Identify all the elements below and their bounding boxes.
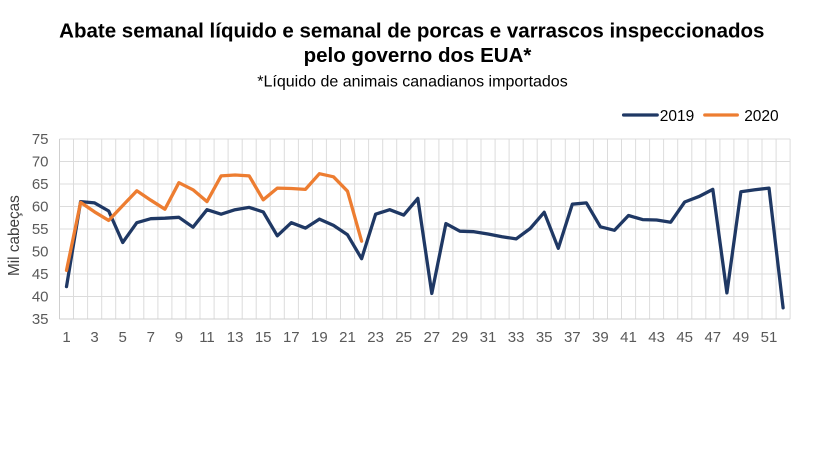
svg-text:21: 21 (339, 329, 356, 346)
svg-text:35: 35 (32, 311, 49, 328)
svg-text:9: 9 (175, 329, 183, 346)
svg-text:19: 19 (311, 329, 328, 346)
svg-text:Mil cabeças: Mil cabeças (6, 195, 23, 276)
svg-text:75: 75 (32, 131, 49, 148)
svg-text:13: 13 (227, 329, 244, 346)
svg-text:*Líquido de animais canadianos: *Líquido de animais canadianos importado… (257, 73, 567, 90)
svg-text:31: 31 (480, 329, 497, 346)
svg-text:7: 7 (147, 329, 155, 346)
svg-text:55: 55 (32, 221, 49, 238)
svg-text:27: 27 (423, 329, 440, 346)
svg-text:50: 50 (32, 244, 49, 261)
svg-text:65: 65 (32, 176, 49, 193)
svg-text:45: 45 (676, 329, 693, 346)
svg-text:15: 15 (255, 329, 272, 346)
svg-text:23: 23 (367, 329, 384, 346)
svg-text:47: 47 (704, 329, 721, 346)
svg-text:25: 25 (395, 329, 412, 346)
svg-text:11: 11 (199, 329, 215, 346)
svg-text:41: 41 (620, 329, 637, 346)
svg-text:2020: 2020 (744, 108, 779, 125)
svg-text:Abate semanal líquido e semana: Abate semanal líquido e semanal de porca… (59, 19, 764, 42)
svg-text:33: 33 (508, 329, 525, 346)
svg-text:29: 29 (452, 329, 469, 346)
svg-text:43: 43 (648, 329, 665, 346)
svg-text:39: 39 (592, 329, 609, 346)
svg-text:3: 3 (90, 329, 98, 346)
svg-text:5: 5 (119, 329, 127, 346)
svg-text:49: 49 (733, 329, 750, 346)
svg-text:70: 70 (32, 154, 49, 171)
svg-text:1: 1 (62, 329, 70, 346)
svg-text:35: 35 (536, 329, 553, 346)
svg-text:37: 37 (564, 329, 581, 346)
svg-text:17: 17 (283, 329, 300, 346)
svg-text:pelo governo dos EUA*: pelo governo dos EUA* (304, 44, 532, 67)
svg-text:60: 60 (32, 199, 49, 216)
svg-text:45: 45 (32, 266, 49, 283)
svg-text:2019: 2019 (660, 108, 694, 125)
svg-text:51: 51 (761, 329, 778, 346)
svg-text:40: 40 (32, 289, 49, 306)
